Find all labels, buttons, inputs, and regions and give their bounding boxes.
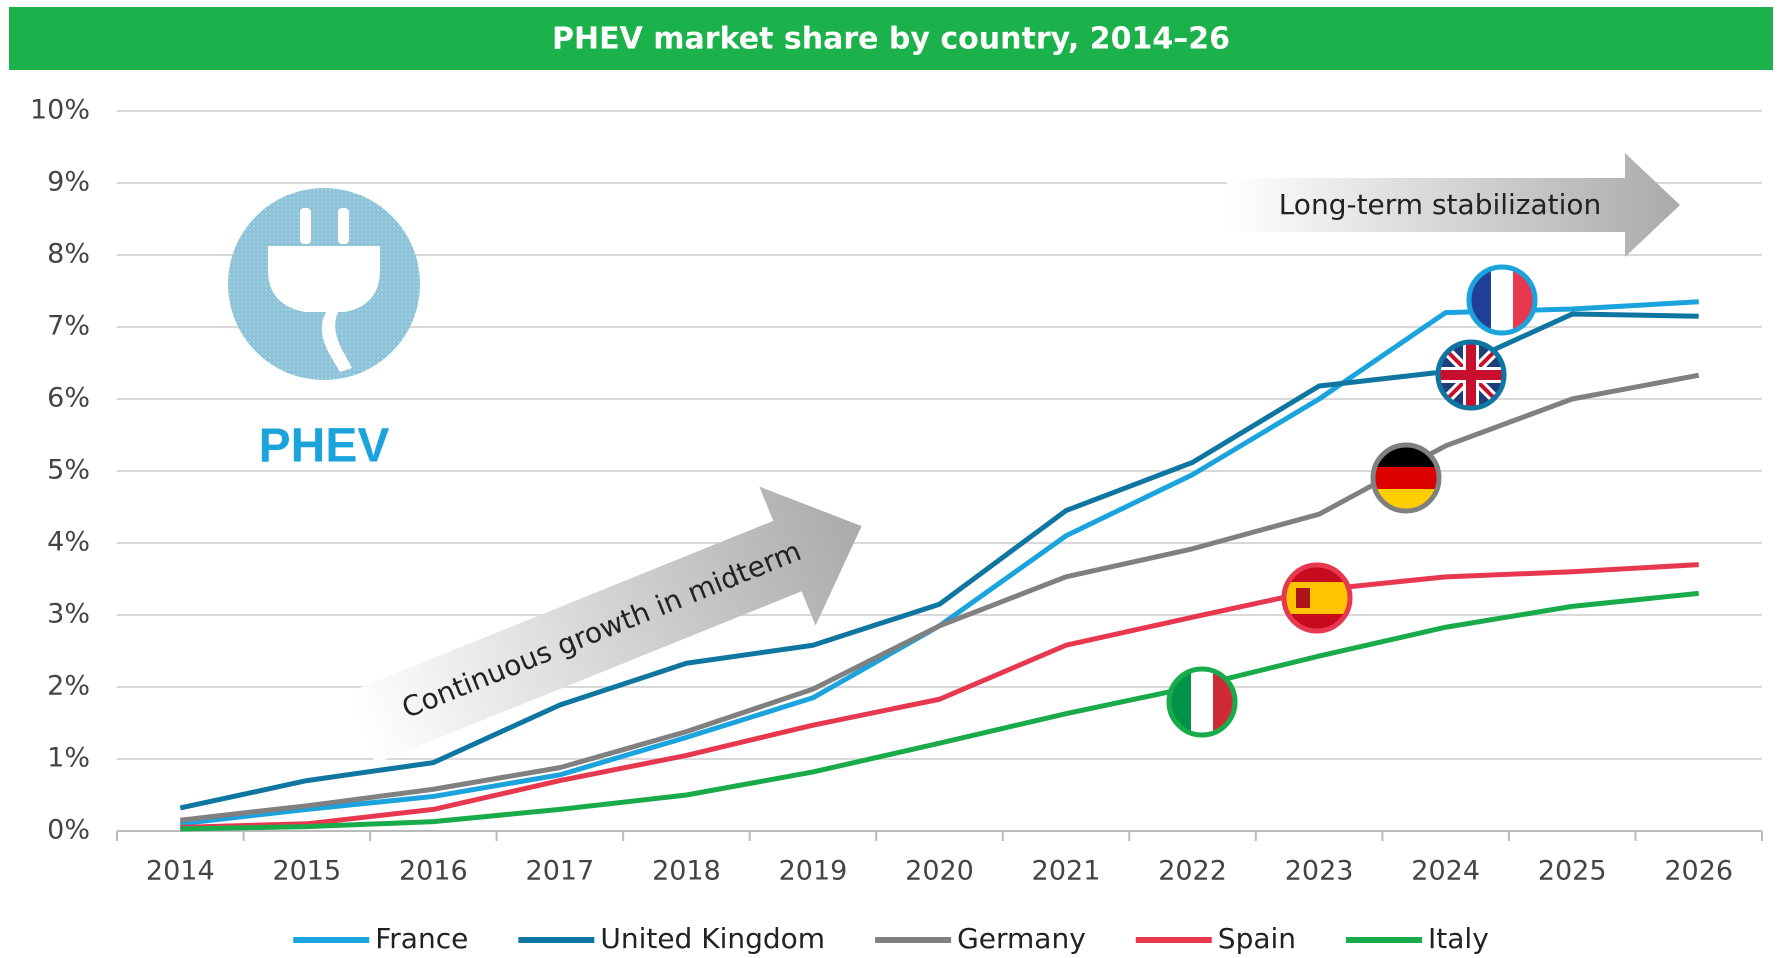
y-tick-label: 9% xyxy=(47,167,90,198)
legend-entry: Spain xyxy=(1135,922,1296,955)
x-tick-label: 2015 xyxy=(272,856,341,887)
y-tick-label: 0% xyxy=(47,815,90,846)
y-tick-label: 8% xyxy=(47,239,90,270)
flags xyxy=(1166,264,1538,738)
plug-icon xyxy=(228,188,420,380)
x-tick-label: 2020 xyxy=(905,856,974,887)
legend-label: Italy xyxy=(1428,922,1489,955)
legend-label: Spain xyxy=(1218,922,1296,955)
annotation: Long-term stabilization xyxy=(1279,188,1602,221)
x-tick-label: 2019 xyxy=(779,856,848,887)
stabilization-arrow: Long-term stabilization xyxy=(1227,153,1680,257)
x-tick-label: 2025 xyxy=(1538,856,1607,887)
series-line xyxy=(179,372,1700,823)
legend-entry: United Kingdom xyxy=(518,922,825,955)
y-tick-label: 10% xyxy=(30,95,90,126)
y-tick-label: 4% xyxy=(47,527,90,558)
title-bar xyxy=(9,7,1773,70)
chart-title: PHEV market share by country, 2014–26 xyxy=(552,22,1230,57)
annotation: Continuous growth in midterm xyxy=(397,534,805,725)
y-tick-label: 3% xyxy=(47,599,90,630)
x-tick-label: 2026 xyxy=(1664,856,1733,887)
y-tick-label: 1% xyxy=(47,743,90,774)
x-tick-label: 2022 xyxy=(1158,856,1227,887)
y-tick-label: 2% xyxy=(47,671,90,702)
x-tick-label: 2014 xyxy=(146,856,215,887)
legend-label: United Kingdom xyxy=(600,922,825,955)
x-tick-label: 2016 xyxy=(399,856,468,887)
grid: 0% 1% 2% 3% 4% 5% 6% 7% 8% 9% 10% 2014 2015 2016 2017 2… xyxy=(30,95,1763,887)
y-tick-label: 7% xyxy=(47,311,90,342)
y-tick-label: 5% xyxy=(47,455,90,486)
y-tick-label: 6% xyxy=(47,383,90,414)
legend-entry: Italy xyxy=(1346,922,1489,955)
legend-entry: Germany xyxy=(875,922,1086,955)
series-line xyxy=(180,562,1699,830)
series-line xyxy=(180,590,1699,832)
x-tick-label: 2017 xyxy=(526,856,595,887)
legend-label: Germany xyxy=(957,922,1086,955)
x-tick-label: 2023 xyxy=(1285,856,1354,887)
legend: France United Kingdom Germany Spain Italy xyxy=(293,922,1489,955)
x-tick-label: 2024 xyxy=(1411,856,1480,887)
legend-label: France xyxy=(375,922,468,955)
legend-entry: France xyxy=(293,922,468,955)
growth-arrow: Continuous growth in midterm xyxy=(346,486,862,764)
x-tick-label: 2021 xyxy=(1032,856,1101,887)
x-tick-label: 2018 xyxy=(652,856,721,887)
badge: PHEV xyxy=(259,420,390,473)
